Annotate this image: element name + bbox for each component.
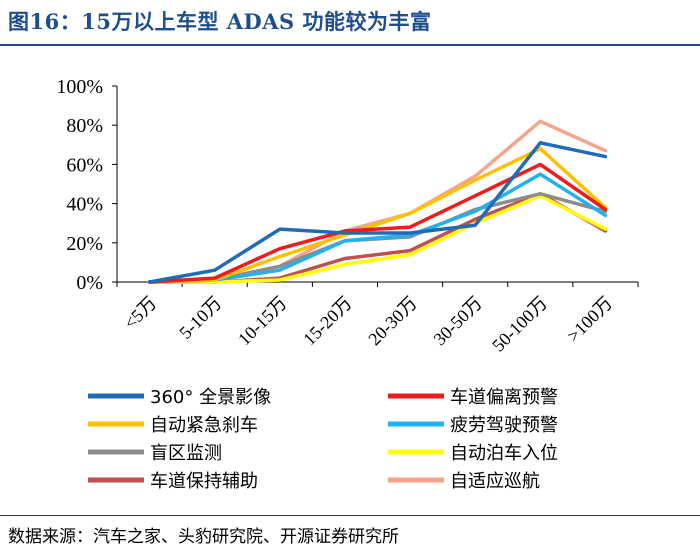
x-tick-label: <5万 — [120, 293, 160, 333]
legend-label: 360° 全景影像 — [150, 387, 271, 408]
chart-title: 图16：15万以上车型 ADAS 功能较为丰富 — [8, 9, 432, 34]
legend-label: 盲区监测 — [150, 443, 222, 464]
legend-label: 车道偏离预警 — [450, 387, 558, 408]
series-line — [147, 162, 608, 284]
series-line — [147, 194, 608, 284]
legend-label: 自动紧急刹车 — [150, 415, 258, 436]
y-axis: 0% 20% 40% 60% 80% 100% — [56, 76, 117, 294]
legend-label: 自适应巡航 — [450, 471, 540, 492]
x-tick-label: >100万 — [563, 293, 616, 346]
y-tick-label: 60% — [66, 154, 103, 176]
x-axis: <5万 5-10万 10-15万 15-20万 20-30万 30-50万 50-100万 >… — [116, 282, 639, 356]
legend-label: 疲劳驾驶预警 — [450, 415, 558, 436]
y-tick-label: 40% — [66, 194, 103, 216]
x-tick-label: 5-10万 — [175, 293, 225, 343]
source-divider — [0, 515, 700, 516]
x-tick-label: 30-50万 — [429, 293, 486, 350]
x-tick-label: 20-30万 — [364, 293, 421, 350]
data-source-note: 数据来源：汽车之家、头豹研究院、开源证券研究所 — [8, 527, 399, 547]
legend-label: 车道保持辅助 — [150, 471, 258, 492]
series-line — [147, 146, 608, 284]
y-tick-label: 0% — [76, 272, 103, 294]
x-tick-label: 10-15万 — [234, 293, 291, 350]
series-lines — [147, 119, 608, 284]
y-tick-label: 100% — [56, 76, 103, 98]
series-line — [147, 172, 608, 284]
x-tick-label: 15-20万 — [299, 293, 356, 350]
x-tick-label: 50-100万 — [488, 293, 551, 356]
y-tick-label: 80% — [66, 115, 103, 137]
series-line — [147, 141, 608, 284]
plot-area — [116, 86, 638, 283]
line-chart: 0% 20% 40% 60% 80% 100% <5万 5-10万 10-15万 15-20万 2… — [56, 76, 639, 492]
y-tick-label: 20% — [66, 233, 103, 255]
title-divider — [0, 44, 700, 46]
legend-label: 自动泊车入位 — [450, 443, 558, 464]
